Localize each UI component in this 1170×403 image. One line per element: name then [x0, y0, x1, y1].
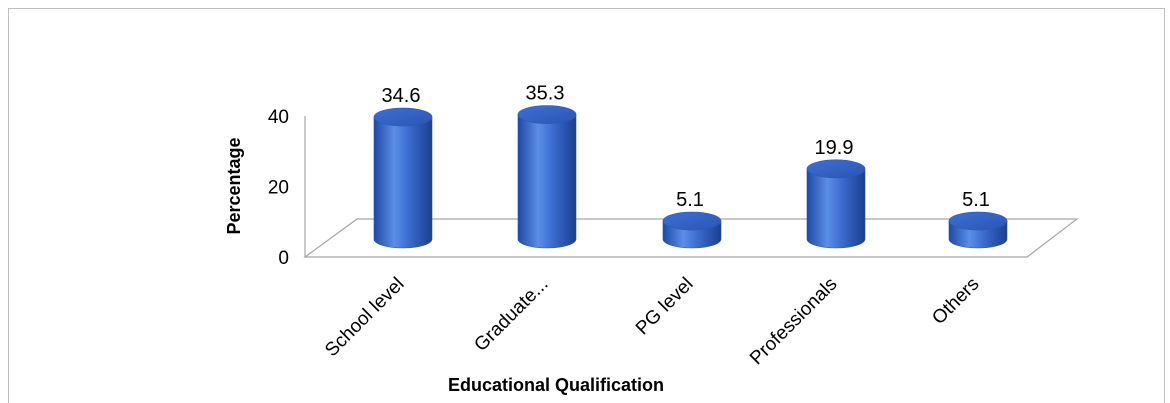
bar	[948, 211, 1008, 249]
data-label: 35.3	[526, 83, 565, 105]
y-tick-label: 20	[268, 178, 289, 199]
x-category-label: PG level	[632, 274, 698, 340]
x-category-label: School level	[321, 274, 408, 361]
data-label: 5.1	[962, 189, 990, 211]
y-axis-title: Percentage	[224, 137, 244, 234]
bar	[806, 159, 866, 249]
x-category-label: Professionals	[746, 274, 842, 370]
data-label: 19.9	[815, 137, 854, 159]
bar	[662, 211, 722, 249]
bar	[517, 105, 577, 249]
data-label: 34.6	[382, 85, 421, 107]
chart-frame	[8, 8, 1165, 403]
x-axis-title: Educational Qualification	[448, 375, 664, 395]
bar	[373, 107, 433, 249]
x-category-label: Graduate...	[470, 274, 552, 356]
x-category-label: Others	[928, 274, 983, 329]
data-label: 5.1	[676, 189, 704, 211]
y-tick-label: 0	[278, 248, 289, 269]
y-tick-label: 40	[268, 107, 289, 128]
